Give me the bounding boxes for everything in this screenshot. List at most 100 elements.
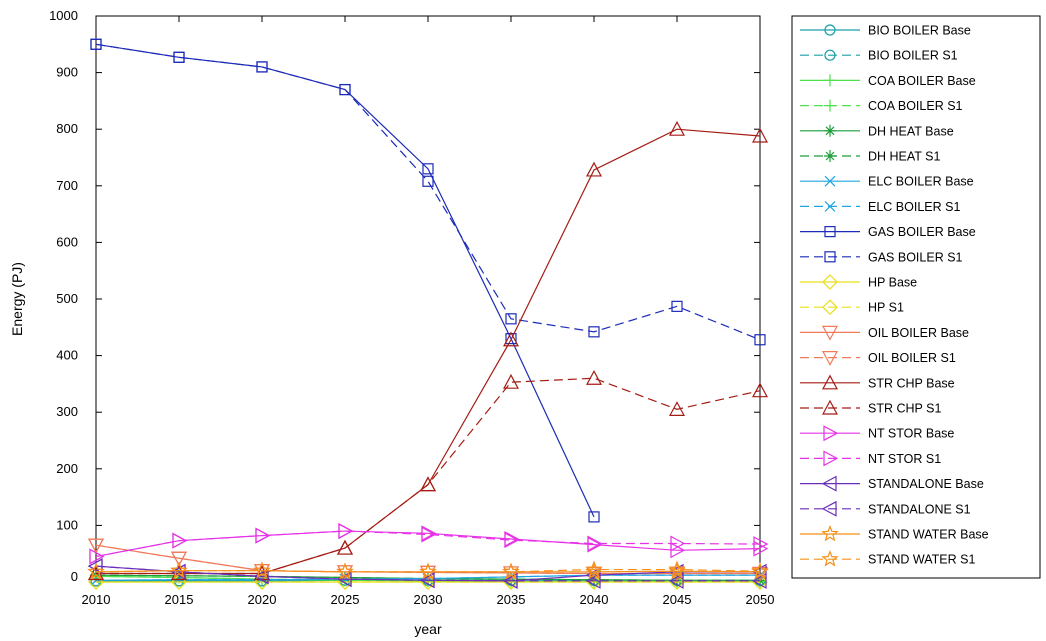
- series-line: [95, 574, 760, 581]
- y-axis-label: Energy (PJ): [9, 262, 25, 336]
- series-9: [90, 38, 766, 346]
- legend-item: OIL BOILER Base: [800, 325, 969, 341]
- data-point: [754, 334, 766, 346]
- legend-label: STR CHP Base: [868, 376, 955, 390]
- legend-swatch-marker: [824, 200, 836, 212]
- data-point: [253, 561, 271, 579]
- y-tick-label: 100: [56, 517, 78, 532]
- legend-swatch-marker: [821, 500, 837, 517]
- legend-swatch-marker: [822, 274, 838, 290]
- data-point: [588, 511, 600, 523]
- series-21: [87, 560, 769, 580]
- legend-item: STR CHP Base: [800, 374, 955, 390]
- x-axis-label: year: [414, 621, 442, 637]
- legend-item: HP Base: [800, 274, 917, 290]
- legend-label: COA BOILER S1: [868, 99, 963, 113]
- series-line: [96, 377, 761, 575]
- y-tick-label: 300: [56, 404, 78, 419]
- data-point: [256, 61, 268, 73]
- data-point: [339, 83, 351, 96]
- legend-item: STR CHP S1: [800, 399, 941, 416]
- legend-label: STAND WATER Base: [868, 528, 989, 542]
- y-axis: 0 100 200 300 400 500 600 700 800 900 1000: [49, 8, 760, 584]
- legend-label: BIO BOILER Base: [868, 24, 971, 38]
- plot-frame: [95, 15, 761, 583]
- legend-label: HP Base: [868, 276, 917, 290]
- legend-item: STANDALONE S1: [800, 500, 971, 517]
- legend-label: COA BOILER Base: [868, 74, 976, 88]
- y-tick-label: 900: [56, 65, 78, 80]
- legend-item: ELC BOILER S1: [800, 200, 960, 214]
- series-line: [95, 530, 761, 558]
- x-tick-label: 2025: [331, 592, 360, 607]
- series-line: [95, 43, 761, 341]
- data-point: [668, 401, 686, 416]
- data-point: [585, 560, 603, 577]
- legend-item: OIL BOILER S1: [800, 351, 956, 366]
- legend-label: NT STOR S1: [868, 452, 941, 466]
- data-point: [585, 572, 601, 589]
- y-tick-label: 0: [71, 569, 78, 584]
- y-tick-label: 800: [56, 121, 78, 136]
- data-point: [255, 527, 271, 544]
- legend-swatch-marker: [824, 150, 836, 162]
- data-point: [422, 163, 434, 175]
- series-line: [95, 565, 760, 582]
- x-tick-label: 2010: [82, 592, 111, 607]
- series-line: [95, 570, 761, 573]
- legend-item: BIO BOILER S1: [800, 49, 958, 63]
- data-point: [502, 572, 518, 589]
- y-tick-label: 200: [56, 461, 78, 476]
- legend-label: STR CHP S1: [868, 402, 941, 416]
- data-point: [173, 51, 185, 63]
- data-point: [339, 571, 351, 584]
- data-point: [751, 127, 769, 143]
- legend-swatch-marker: [824, 226, 836, 238]
- legend-swatch-marker: [823, 425, 839, 442]
- x-tick-label: 2050: [746, 592, 775, 607]
- series-17: [89, 523, 769, 565]
- legend-item: DH HEAT Base: [800, 124, 954, 138]
- data-point: [502, 373, 520, 389]
- data-point: [588, 326, 600, 338]
- data-point: [671, 300, 683, 312]
- legend-item: HP S1: [800, 299, 904, 316]
- data-point: [668, 120, 686, 136]
- y-tick-label: 1000: [49, 8, 78, 23]
- legend-swatch-marker: [821, 325, 839, 341]
- series-line: [95, 565, 760, 582]
- data-point: [585, 161, 603, 177]
- legend-item: GAS BOILER Base: [800, 225, 976, 239]
- legend-item: COA BOILER S1: [800, 99, 963, 113]
- x-tick-label: 2045: [663, 592, 692, 607]
- data-point: [419, 562, 437, 580]
- data-point: [504, 532, 520, 549]
- legend-swatch-marker: [824, 251, 836, 263]
- data-point: [587, 535, 603, 552]
- legend-swatch-marker: [821, 475, 837, 492]
- legend-swatch-marker: [821, 351, 839, 366]
- data-point: [87, 558, 103, 575]
- plot-area: [95, 15, 761, 583]
- legend-item: ELC BOILER Base: [800, 175, 974, 189]
- legend-item: STAND WATER Base: [800, 524, 989, 542]
- legend-label: STANDALONE S1: [868, 502, 971, 516]
- x-tick-label: 2020: [248, 592, 277, 607]
- x-tick-label: 2030: [414, 592, 443, 607]
- legend-label: DH HEAT S1: [868, 150, 941, 164]
- data-point: [505, 313, 517, 325]
- legend-swatch-marker: [821, 399, 839, 415]
- legend-swatch-marker: [824, 99, 836, 112]
- data-point: [751, 382, 769, 398]
- series-line: [95, 568, 761, 573]
- legend-item: NT STOR Base: [800, 425, 954, 442]
- legend-item: NT STOR S1: [800, 450, 941, 467]
- data-point: [502, 562, 520, 580]
- legend-label: ELC BOILER S1: [868, 200, 960, 214]
- data-point: [89, 548, 105, 565]
- legend-item: STAND WATER S1: [800, 550, 975, 567]
- data-point: [172, 532, 188, 549]
- legend-swatch-marker: [822, 299, 838, 316]
- data-point: [668, 572, 684, 589]
